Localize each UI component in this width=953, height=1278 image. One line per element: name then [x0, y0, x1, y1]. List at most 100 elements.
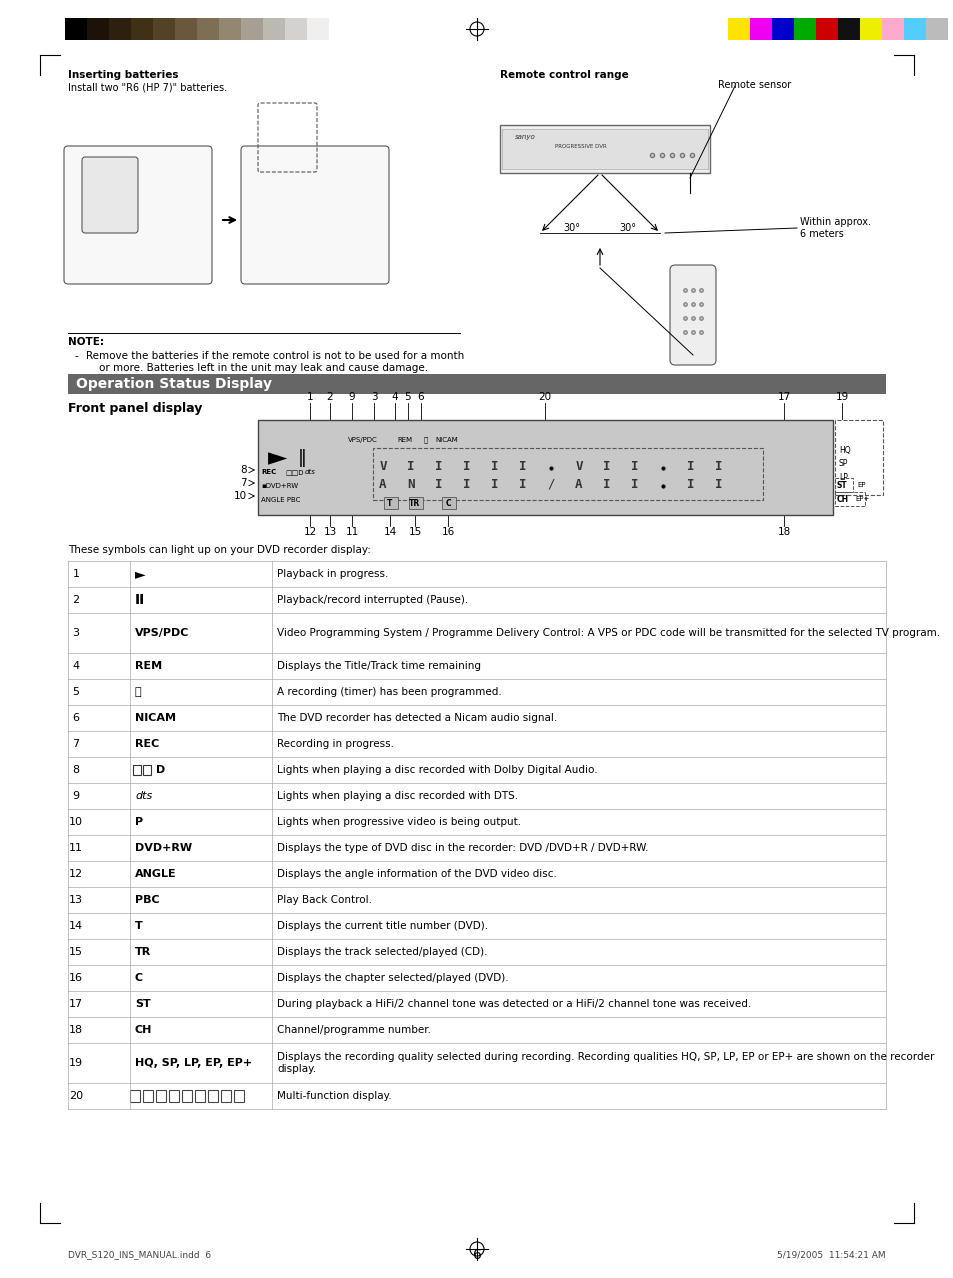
Text: T: T: [135, 921, 143, 930]
Text: II: II: [135, 593, 145, 607]
Text: 17: 17: [69, 999, 83, 1010]
Text: I: I: [686, 478, 694, 491]
FancyBboxPatch shape: [669, 265, 716, 366]
Text: 10: 10: [233, 491, 247, 501]
Text: HQ, SP, LP, EP, EP+: HQ, SP, LP, EP, EP+: [135, 1058, 252, 1068]
Text: 4: 4: [72, 661, 79, 671]
Text: NICAM: NICAM: [436, 437, 457, 443]
Text: I: I: [602, 478, 610, 491]
Text: 9: 9: [349, 392, 355, 403]
Text: HQ: HQ: [838, 446, 850, 455]
Text: P: P: [135, 817, 143, 827]
Bar: [194, 1090, 205, 1102]
Bar: [307, 18, 329, 40]
Text: 2: 2: [326, 392, 333, 403]
Text: 5: 5: [404, 392, 411, 403]
Text: 6: 6: [72, 713, 79, 723]
Bar: [373, 449, 762, 500]
Text: 6: 6: [417, 392, 424, 403]
Bar: [68, 374, 885, 394]
Bar: [263, 18, 285, 40]
Text: Remote control range: Remote control range: [499, 70, 628, 81]
Text: /: /: [547, 478, 554, 491]
Text: CH: CH: [836, 495, 848, 504]
Text: A: A: [379, 478, 386, 491]
Text: 3: 3: [72, 627, 79, 638]
Text: I: I: [491, 478, 498, 491]
Bar: [815, 18, 837, 40]
Text: VPS/PDC: VPS/PDC: [348, 437, 377, 443]
Text: 20: 20: [69, 1091, 83, 1102]
FancyBboxPatch shape: [241, 146, 389, 284]
Text: ST: ST: [836, 481, 847, 489]
Text: Playback in progress.: Playback in progress.: [276, 569, 388, 579]
Bar: [749, 18, 771, 40]
Text: DVR_S120_INS_MANUAL.indd  6: DVR_S120_INS_MANUAL.indd 6: [68, 1250, 211, 1260]
Text: dts: dts: [305, 469, 315, 475]
Text: Displays the chapter selected/played (DVD).: Displays the chapter selected/played (DV…: [276, 973, 508, 983]
Text: TR: TR: [409, 498, 420, 507]
Text: ST: ST: [135, 999, 151, 1010]
Text: Lights when progressive video is being output.: Lights when progressive video is being o…: [276, 817, 520, 827]
Bar: [837, 18, 859, 40]
Text: 9: 9: [72, 791, 79, 801]
Bar: [882, 18, 903, 40]
Text: 1: 1: [306, 392, 313, 403]
Bar: [903, 18, 925, 40]
Text: EP: EP: [856, 482, 864, 488]
Bar: [208, 1090, 218, 1102]
Text: Recording in progress.: Recording in progress.: [276, 739, 394, 749]
Text: ANGLE PBC: ANGLE PBC: [261, 497, 300, 504]
Text: 8: 8: [72, 766, 79, 774]
Text: I: I: [463, 478, 470, 491]
Bar: [130, 1090, 140, 1102]
Bar: [196, 18, 219, 40]
FancyBboxPatch shape: [409, 497, 422, 509]
Text: 7: 7: [240, 478, 247, 488]
Text: I: I: [491, 460, 498, 473]
Text: A: A: [575, 478, 582, 491]
Bar: [859, 18, 882, 40]
Text: 3: 3: [371, 392, 377, 403]
Text: I: I: [686, 460, 694, 473]
Text: NICAM: NICAM: [135, 713, 175, 723]
Bar: [132, 766, 141, 774]
Bar: [182, 1090, 192, 1102]
Text: Remove the batteries if the remote control is not to be used for a month
    or : Remove the batteries if the remote contr…: [86, 351, 464, 373]
Text: C: C: [135, 973, 143, 983]
Text: 1: 1: [72, 569, 79, 579]
Text: DVD+RW: DVD+RW: [135, 843, 192, 852]
Text: 10: 10: [69, 817, 83, 827]
Text: 17: 17: [777, 392, 790, 403]
Bar: [285, 18, 307, 40]
Text: 4: 4: [392, 392, 398, 403]
Text: Displays the angle information of the DVD video disc.: Displays the angle information of the DV…: [276, 869, 557, 879]
Text: Multi-function display.: Multi-function display.: [276, 1091, 392, 1102]
Text: CH: CH: [135, 1025, 152, 1035]
Text: ⌛: ⌛: [135, 688, 141, 697]
Text: Lights when playing a disc recorded with Dolby Digital Audio.: Lights when playing a disc recorded with…: [276, 766, 597, 774]
Text: 6: 6: [472, 1249, 481, 1261]
Text: 19: 19: [835, 392, 848, 403]
Text: 14: 14: [383, 527, 396, 537]
Bar: [257, 420, 832, 515]
Text: 11: 11: [69, 843, 83, 852]
Text: NOTE:: NOTE:: [68, 337, 104, 348]
Text: C: C: [445, 498, 451, 507]
Bar: [156, 1090, 166, 1102]
Text: During playback a HiFi/2 channel tone was detected or a HiFi/2 channel tone was : During playback a HiFi/2 channel tone wa…: [276, 999, 750, 1010]
Text: 14: 14: [69, 921, 83, 930]
Bar: [793, 18, 815, 40]
Text: 13: 13: [323, 527, 336, 537]
Text: 15: 15: [69, 947, 83, 957]
Text: I: I: [407, 460, 415, 473]
Text: 15: 15: [408, 527, 421, 537]
Text: REC: REC: [135, 739, 159, 749]
Bar: [219, 18, 241, 40]
Text: Inserting batteries: Inserting batteries: [68, 70, 178, 81]
Bar: [834, 420, 882, 495]
Text: 16: 16: [69, 973, 83, 983]
Text: Front panel display: Front panel display: [68, 403, 202, 415]
Text: Video Programming System / Programme Delivery Control: A VPS or PDC code will be: Video Programming System / Programme Del…: [276, 627, 939, 638]
Bar: [143, 1090, 152, 1102]
